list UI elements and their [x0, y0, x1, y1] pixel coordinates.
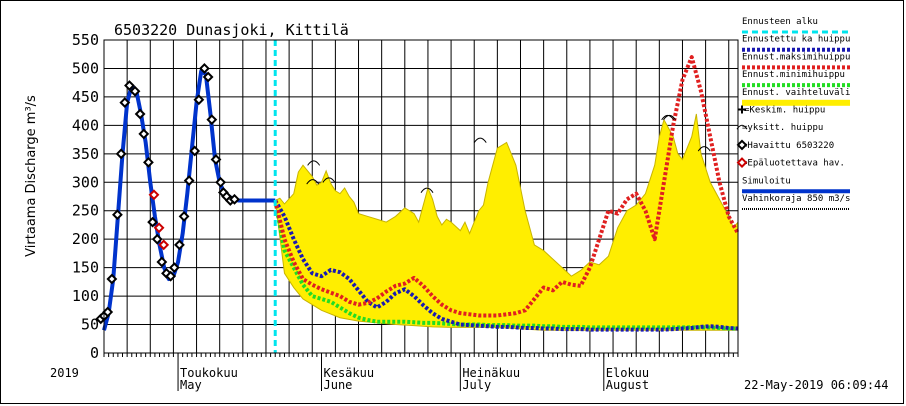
- month-label-fi: Elokuu: [606, 366, 649, 380]
- observed-point: [106, 273, 118, 285]
- single-peak-marker: [322, 177, 336, 183]
- y-tick-label: 200: [72, 230, 99, 248]
- legend: Ennusteen alku Ennustettu ka huippu Ennust…: [736, 17, 850, 210]
- observed-point: [168, 262, 180, 274]
- legend-label: =yksitt. huippu: [742, 123, 823, 133]
- forecast-range-polygon: [274, 113, 739, 331]
- timestamp: 22-May-2019 06:09:44: [744, 378, 889, 392]
- month-label-fi: Kesäkuu: [324, 366, 375, 380]
- observed-point: [206, 114, 218, 126]
- y-axis-label: Virtaama Discharge m³/s: [24, 95, 39, 257]
- y-tick-label: 150: [72, 259, 99, 277]
- observed-point: [134, 108, 146, 120]
- legend-label: Simuloitu: [742, 176, 791, 186]
- legend-label: Vahinkoraja 850 m3/s: [742, 194, 850, 204]
- observed-point: [156, 256, 168, 268]
- legend-swatch: [742, 99, 850, 106]
- forecast-mean-line: [273, 199, 739, 332]
- observed-point: [112, 209, 123, 221]
- observed-point: [165, 270, 177, 282]
- observed-point: [193, 94, 205, 106]
- chart-title: 6503220 Dunasjoki, Kittilä: [114, 21, 349, 39]
- observed-point: [215, 176, 227, 188]
- month-label-en: May: [180, 378, 202, 392]
- month-label-fi: Toukokuu: [180, 366, 238, 380]
- observed-point: [199, 63, 210, 74]
- axes: 0 50 100 150 200 250 300 350 400 450 500 550 Toukoku…: [72, 31, 739, 392]
- observed-point: [229, 193, 240, 205]
- forecast-range-area: [274, 113, 739, 331]
- month-label-en: June: [324, 378, 353, 392]
- y-tick-label: 500: [72, 59, 99, 77]
- observed-point: [124, 80, 135, 91]
- single-peak-marker: [697, 146, 711, 152]
- y-tick-label: 0: [90, 344, 99, 362]
- observed-point: [174, 239, 185, 251]
- y-tick-label: 450: [72, 88, 99, 106]
- observed-point: [138, 128, 150, 140]
- unreliable-point: [148, 189, 160, 201]
- legend-swatch: [736, 139, 748, 151]
- y-tick-label: 300: [72, 173, 99, 191]
- legend-label: =Keskim. huippu: [744, 106, 825, 116]
- legend-label: =Havaittu 6503220: [742, 141, 834, 151]
- legend-label: Ennust. vaihteluväli: [742, 88, 850, 98]
- plot-border: [103, 39, 739, 354]
- single-peak-marker: [306, 179, 320, 185]
- unreliable-point: [158, 239, 170, 251]
- series-markers: [95, 63, 711, 325]
- legend-label: Ennusteen alku: [742, 17, 818, 27]
- observed-point: [143, 156, 154, 168]
- observed-point: [189, 145, 201, 157]
- year-label: 2019: [50, 366, 79, 380]
- legend-label: Ennustettu ka huippu: [742, 35, 850, 45]
- y-tick-label: 350: [72, 145, 99, 163]
- observed-point: [102, 306, 114, 318]
- mean-peak-marker: [473, 137, 487, 143]
- y-tick-label: 50: [81, 316, 99, 334]
- observed-point: [178, 211, 190, 222]
- y-tick-label: 100: [72, 287, 99, 305]
- month-label-fi: Heinäkuu: [462, 366, 520, 380]
- unreliable-point: [153, 222, 165, 234]
- single-peak-marker: [307, 160, 321, 166]
- legend-label: =Epäluotettava hav.: [742, 159, 845, 169]
- observed-point: [119, 97, 131, 109]
- observed-point: [115, 148, 127, 160]
- y-tick-label: 550: [72, 31, 99, 49]
- legend-swatch: [736, 124, 748, 130]
- simulated-line: [102, 69, 276, 331]
- single-peak-marker: [663, 114, 676, 121]
- single-peak-marker: [420, 187, 434, 193]
- observed-point: [210, 154, 222, 165]
- month-label-en: July: [462, 378, 491, 392]
- legend-swatch: [736, 157, 748, 169]
- y-tick-label: 250: [72, 202, 99, 220]
- month-label-en: August: [606, 378, 649, 392]
- observed-point: [183, 175, 195, 186]
- y-tick-label: 400: [72, 116, 99, 134]
- observed-point: [151, 233, 163, 245]
- observed-point: [129, 85, 141, 97]
- observed-point: [202, 71, 214, 83]
- legend-label: Ennust.maksimihuippu: [742, 52, 850, 62]
- observed-point: [147, 216, 159, 228]
- legend-label: Ennust.minimihuippu: [742, 70, 845, 80]
